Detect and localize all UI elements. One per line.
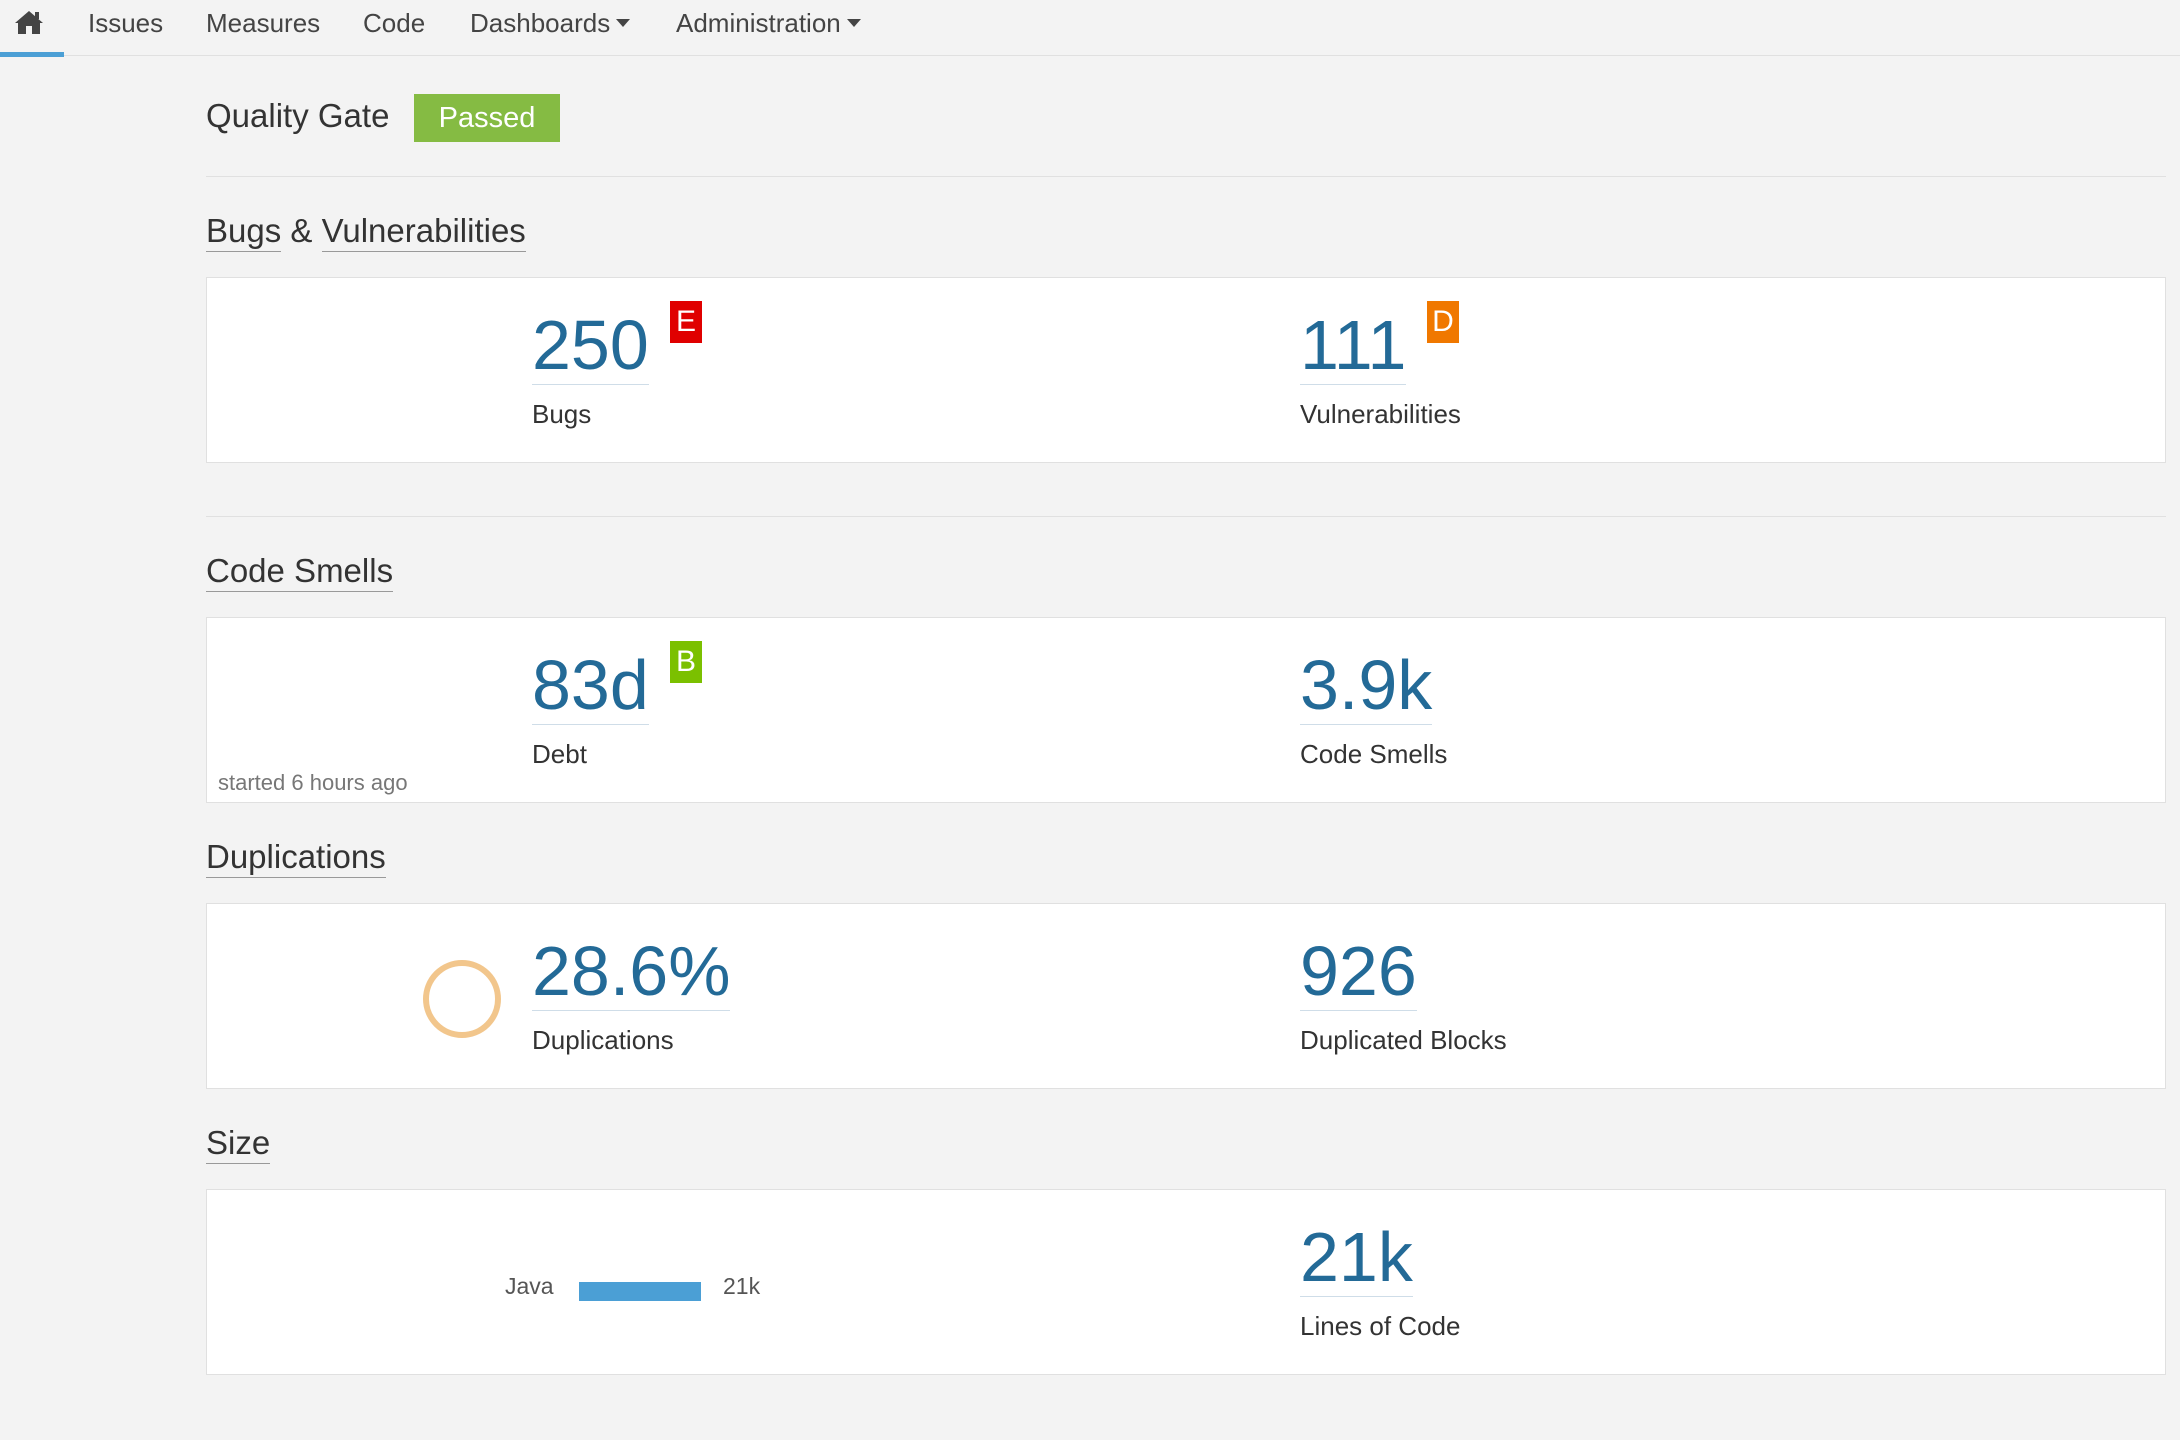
nav-issues[interactable]: Issues [88, 0, 163, 52]
language-name: Java [505, 1273, 554, 1299]
bugs-value[interactable]: 250 [532, 306, 649, 385]
code-smells-value[interactable]: 3.9k [1300, 646, 1433, 725]
lines-of-code-label: Lines of Code [1300, 1311, 1461, 1341]
bugs-rating-badge[interactable]: E [670, 301, 702, 343]
nav-code-label: Code [363, 8, 426, 38]
debt-measure: 83d B Debt [532, 641, 702, 770]
bugs-vulns-card: 250 E Bugs 111 D Vulnerabilities [206, 277, 2166, 463]
duplicated-blocks-label: Duplicated Blocks [1300, 1025, 1507, 1055]
home-icon [15, 11, 43, 34]
top-nav: Issues Measures Code Dashboards Administ… [0, 0, 2180, 57]
duplicated-blocks-measure: 926 Duplicated Blocks [1300, 932, 1507, 1056]
duplications-donut-icon [423, 960, 501, 1038]
chevron-down-icon [846, 19, 861, 27]
bugs-title-link[interactable]: Bugs [206, 212, 282, 252]
lines-of-code-measure: 21k Lines of Code [1300, 1218, 1460, 1342]
lines-of-code-value[interactable]: 21k [1300, 1218, 1413, 1297]
chevron-down-icon [616, 19, 631, 27]
bugs-label: Bugs [532, 399, 592, 429]
duplications-title-link[interactable]: Duplications [206, 838, 386, 878]
vulnerabilities-rating-badge[interactable]: D [1427, 301, 1459, 343]
language-count: 21k [723, 1273, 761, 1299]
duplications-measure: 28.6% Duplications [532, 932, 731, 1056]
size-section-title: Size [206, 1124, 271, 1164]
quality-gate-title: Quality Gate [206, 97, 390, 134]
size-card: Java 21k 21k Lines of Code [206, 1189, 2166, 1375]
divider [206, 176, 2166, 177]
duplications-section-title: Duplications [206, 838, 386, 878]
debt-value[interactable]: 83d [532, 646, 649, 725]
code-smells-measure: 3.9k Code Smells [1300, 646, 1447, 770]
home-tab[interactable] [0, 0, 64, 57]
debt-label: Debt [532, 739, 587, 769]
vulnerabilities-label: Vulnerabilities [1300, 399, 1461, 429]
bugs-vulns-section-title: Bugs & Vulnerabilities [206, 212, 526, 252]
quality-gate-status-badge[interactable]: Passed [414, 94, 560, 142]
vulnerabilities-measure: 111 D Vulnerabilities [1300, 301, 1461, 430]
duplications-card: 28.6% Duplications 926 Duplicated Blocks [206, 903, 2166, 1089]
code-smells-section-title: Code Smells [206, 552, 394, 592]
vulnerabilities-title-link[interactable]: Vulnerabilities [321, 212, 526, 252]
code-smells-title-link[interactable]: Code Smells [206, 552, 394, 592]
vulnerabilities-value[interactable]: 111 [1300, 306, 1407, 385]
nav-measures-label: Measures [206, 8, 321, 38]
nav-dashboards-label: Dashboards [470, 8, 611, 38]
code-smells-card: 83d B Debt 3.9k Code Smells started 6 ho… [206, 617, 2166, 803]
nav-administration-label: Administration [676, 8, 841, 38]
duplications-value[interactable]: 28.6% [532, 932, 731, 1011]
nav-issues-label: Issues [88, 8, 164, 38]
title-separator: & [281, 212, 322, 249]
divider [206, 516, 2166, 517]
duplications-label: Duplications [532, 1025, 674, 1055]
nav-measures[interactable]: Measures [206, 0, 320, 52]
bugs-measure: 250 E Bugs [532, 301, 702, 430]
leak-period-note: started 6 hours ago [218, 770, 408, 795]
maintainability-rating-badge[interactable]: B [670, 641, 702, 683]
size-title-link[interactable]: Size [206, 1124, 271, 1164]
duplicated-blocks-value[interactable]: 926 [1300, 932, 1417, 1011]
nav-administration[interactable]: Administration [676, 0, 861, 52]
nav-code[interactable]: Code [363, 0, 425, 52]
nav-dashboards[interactable]: Dashboards [470, 0, 631, 52]
code-smells-label: Code Smells [1300, 739, 1448, 769]
language-bar [579, 1282, 701, 1301]
